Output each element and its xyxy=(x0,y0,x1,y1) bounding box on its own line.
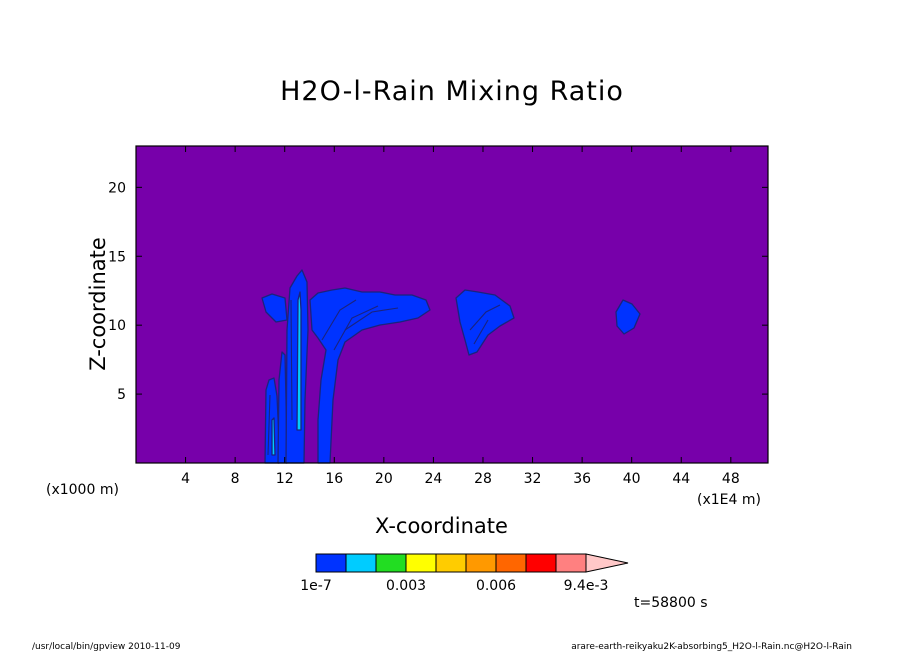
y-tick-label: 15 xyxy=(108,249,126,265)
x-tick-label: 44 xyxy=(672,471,690,487)
x-tick-label: 20 xyxy=(375,471,393,487)
y-axis-label: Z-coordinate xyxy=(86,237,110,371)
contour-regions xyxy=(261,269,641,464)
cloud-40 xyxy=(615,299,641,335)
x-tick-label: 16 xyxy=(325,471,343,487)
rain-core-13 xyxy=(296,291,302,431)
colorbar-swatch xyxy=(435,553,467,573)
colorbar-swatch xyxy=(315,553,347,573)
anvil-left-fringe xyxy=(261,293,288,323)
colorbar-label: 0.006 xyxy=(476,578,516,594)
x-tick-label: 24 xyxy=(424,471,442,487)
y-tick-label: 5 xyxy=(117,387,126,403)
x-tick-label: 32 xyxy=(524,471,542,487)
y-tick-label: 20 xyxy=(108,180,126,196)
plot-background xyxy=(136,146,768,463)
colorbar-swatch xyxy=(495,553,527,573)
colorbar-swatch xyxy=(405,553,437,573)
x-tick-label: 40 xyxy=(623,471,641,487)
x-tick-label: 8 xyxy=(231,471,240,487)
colorbar: 1e-7 0.003 0.006 9.4e-3 xyxy=(300,553,629,594)
contour-line-3 xyxy=(469,304,501,331)
contour-line-6 xyxy=(267,394,271,456)
x-tick-label: 48 xyxy=(722,471,740,487)
x-unit-label: (x1E4 m) xyxy=(697,492,761,508)
y-unit-label: (x1000 m) xyxy=(46,482,119,498)
x-axis-label: X-coordinate xyxy=(375,514,508,538)
x-tick-label: 36 xyxy=(573,471,591,487)
colorbar-extend-arrow xyxy=(585,553,629,573)
rain-core-11 xyxy=(271,417,276,456)
x-tick-label: 4 xyxy=(181,471,190,487)
contour-line-2 xyxy=(344,307,399,331)
plot-frame xyxy=(135,145,769,464)
colorbar-swatch xyxy=(375,553,407,573)
colorbar-label: 9.4e-3 xyxy=(564,578,609,594)
time-stamp: t=58800 s xyxy=(634,595,708,611)
footer-right: arare-earth-reikyaku2K-absorbing5_H2O-l-… xyxy=(571,642,852,652)
colorbar-swatch xyxy=(525,553,557,573)
colorbar-swatch xyxy=(345,553,377,573)
chart-title: H2O-l-Rain Mixing Ratio xyxy=(280,76,624,107)
colorbar-label: 1e-7 xyxy=(300,578,331,594)
x-tick-label: 28 xyxy=(474,471,492,487)
colorbar-label: 0.003 xyxy=(386,578,426,594)
colorbar-swatch xyxy=(555,553,587,573)
contour-line-0 xyxy=(321,299,357,341)
cloud-27 xyxy=(455,289,515,356)
x-tick-label: 12 xyxy=(276,471,294,487)
y-tick-label: 10 xyxy=(108,318,126,334)
contour-line-4 xyxy=(473,319,489,345)
plot-area xyxy=(135,145,769,464)
contour-line-5 xyxy=(290,299,293,421)
anvil-15-24 xyxy=(309,287,431,464)
colorbar-swatch xyxy=(465,553,497,573)
footer-left: /usr/local/bin/gpview 2010-11-09 xyxy=(32,642,181,652)
contour-line-1 xyxy=(333,305,379,351)
